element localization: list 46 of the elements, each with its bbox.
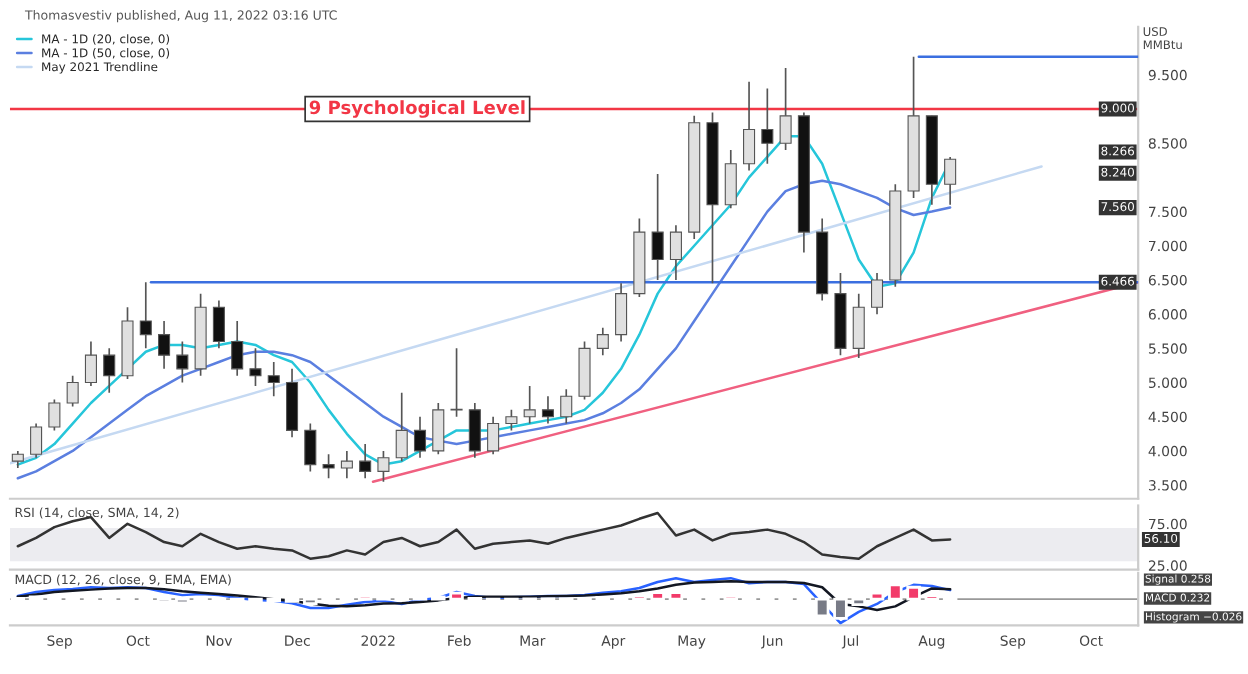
candlestick <box>158 320 171 370</box>
candlestick <box>870 272 884 315</box>
line-series <box>16 179 952 480</box>
candlestick <box>779 67 792 151</box>
candlestick <box>487 415 500 456</box>
candlestick <box>231 320 244 377</box>
candlestick <box>468 402 481 459</box>
candlestick <box>432 402 445 456</box>
candlestick <box>48 398 61 432</box>
candlestick <box>651 173 664 281</box>
candlestick <box>761 87 774 165</box>
candlestick <box>560 388 573 425</box>
candlestick <box>413 415 427 459</box>
candlestick <box>505 409 518 432</box>
candlestick <box>596 326 609 357</box>
candlestick <box>743 80 756 172</box>
candlestick <box>285 368 299 439</box>
candlestick <box>267 361 280 398</box>
candlestick <box>523 385 536 425</box>
candlestick <box>176 340 189 384</box>
candlestick <box>30 422 43 459</box>
candlestick <box>578 340 591 401</box>
candlestick <box>541 395 555 425</box>
candlestick <box>944 156 957 206</box>
bar <box>668 591 684 601</box>
candlestick <box>66 374 79 408</box>
candlestick <box>249 347 262 387</box>
line-series <box>16 511 952 560</box>
candlestick <box>377 450 390 483</box>
candlestick <box>724 149 737 209</box>
candlestick <box>103 347 116 394</box>
candlestick <box>84 340 97 387</box>
bar <box>814 597 830 618</box>
candlestick <box>304 422 317 473</box>
candlestick <box>852 292 865 359</box>
ref-line-label: 9 Psychological Level <box>309 100 525 118</box>
candlestick <box>359 443 372 480</box>
candlestick <box>139 281 152 350</box>
candlestick <box>212 299 225 350</box>
candlestick <box>669 224 682 281</box>
bar <box>869 591 885 601</box>
candlestick <box>450 347 463 418</box>
candlestick <box>322 453 335 480</box>
candlestick <box>615 282 628 343</box>
candlestick <box>340 450 353 480</box>
candlestick <box>395 391 408 462</box>
